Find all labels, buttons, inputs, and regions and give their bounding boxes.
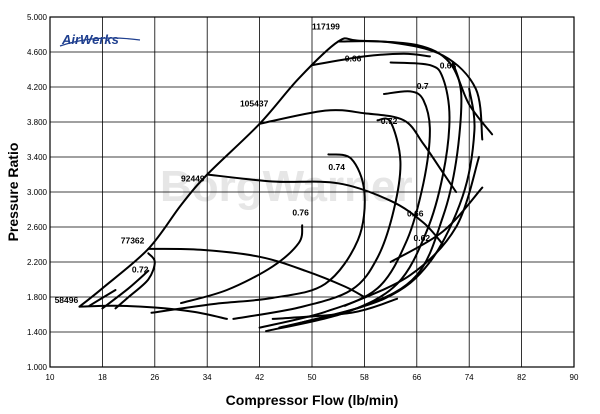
y-tick-label: 4.200 (27, 83, 48, 92)
y-tick-label: 5.000 (27, 13, 48, 22)
x-tick-label: 34 (203, 373, 212, 382)
efficiency-label: 0.72 (381, 116, 398, 126)
efficiency-label: 0.76 (292, 208, 309, 218)
watermark: BorgWarner (160, 162, 413, 211)
speed-line-label: 58496 (55, 295, 79, 305)
speed-line-117199 (337, 40, 484, 141)
x-tick-label: 90 (570, 373, 579, 382)
y-tick-label: 1.800 (27, 293, 48, 302)
x-tick-label: 18 (98, 373, 107, 382)
speed-line-label: 92449 (181, 174, 205, 184)
grid (50, 17, 574, 367)
airwerks-logo: AirWerks (59, 32, 141, 47)
efficiency-label: 0.72 (132, 265, 149, 275)
y-tick-label: 2.200 (27, 258, 48, 267)
efficiency-island-0.74 (150, 153, 366, 314)
efficiency-island-0.76 (180, 224, 304, 305)
x-tick-labels: 10 18 26 34 42 50 58 66 74 82 90 (46, 373, 579, 382)
y-tick-label: 2.600 (27, 223, 48, 232)
y-axis-title: Pressure Ratio (5, 143, 21, 242)
x-tick-label: 26 (150, 373, 159, 382)
x-tick-label: 42 (255, 373, 264, 382)
y-tick-label: 3.000 (27, 188, 48, 197)
x-tick-label: 58 (360, 373, 369, 382)
x-axis-title: Compressor Flow (lb/min) (226, 392, 399, 408)
efficiency-island-0.7 (258, 90, 431, 329)
speed-line-label: 117199 (312, 21, 340, 31)
y-tick-label: 1.400 (27, 328, 48, 337)
speed-line-77362 (147, 247, 366, 298)
efficiency-contour (101, 269, 150, 310)
y-tick-label: 3.800 (27, 118, 48, 127)
x-tick-label: 10 (46, 373, 55, 382)
speed-line-58496 (78, 304, 228, 320)
efficiency-label: 0.7 (417, 81, 429, 91)
efficiency-contour (389, 186, 484, 263)
efficiency-label: 0.66 (407, 209, 424, 219)
x-tick-label: 82 (517, 373, 526, 382)
efficiency-label: 0.66 (345, 54, 362, 64)
y-tick-label: 3.400 (27, 153, 48, 162)
y-tick-labels: 1.000 1.400 1.800 2.200 2.600 3.000 3.400 3.800… (27, 13, 48, 372)
efficiency-label: 0.68 (440, 61, 457, 71)
efficiency-island-0.62 (297, 87, 476, 325)
speed-line-label: 77362 (121, 236, 145, 246)
x-tick-label: 66 (412, 373, 421, 382)
efficiency-island-0.66 (311, 52, 431, 67)
logo-swoosh (59, 37, 141, 47)
efficiency-contour (343, 156, 480, 307)
x-tick-label: 74 (465, 373, 474, 382)
efficiency-label: 0.62 (414, 233, 431, 243)
efficiency-contour (271, 297, 399, 320)
plot-border (49, 16, 575, 368)
efficiency-island-0.72 (114, 252, 156, 310)
speed-line-label: 105437 (240, 98, 269, 108)
efficiency-label: 0.74 (328, 162, 345, 172)
map-labels: 58496 77362 92449 105437 117199 0.72 0.76 0.74 0… (55, 21, 457, 305)
map-lines (78, 37, 494, 333)
speed-line-92449 (206, 173, 444, 246)
y-tick-label: 1.000 (27, 363, 48, 372)
y-tick-label: 4.600 (27, 48, 48, 57)
efficiency-contour (88, 289, 117, 307)
x-tick-label: 50 (308, 373, 317, 382)
efficiency-island-0.72 (232, 117, 402, 320)
